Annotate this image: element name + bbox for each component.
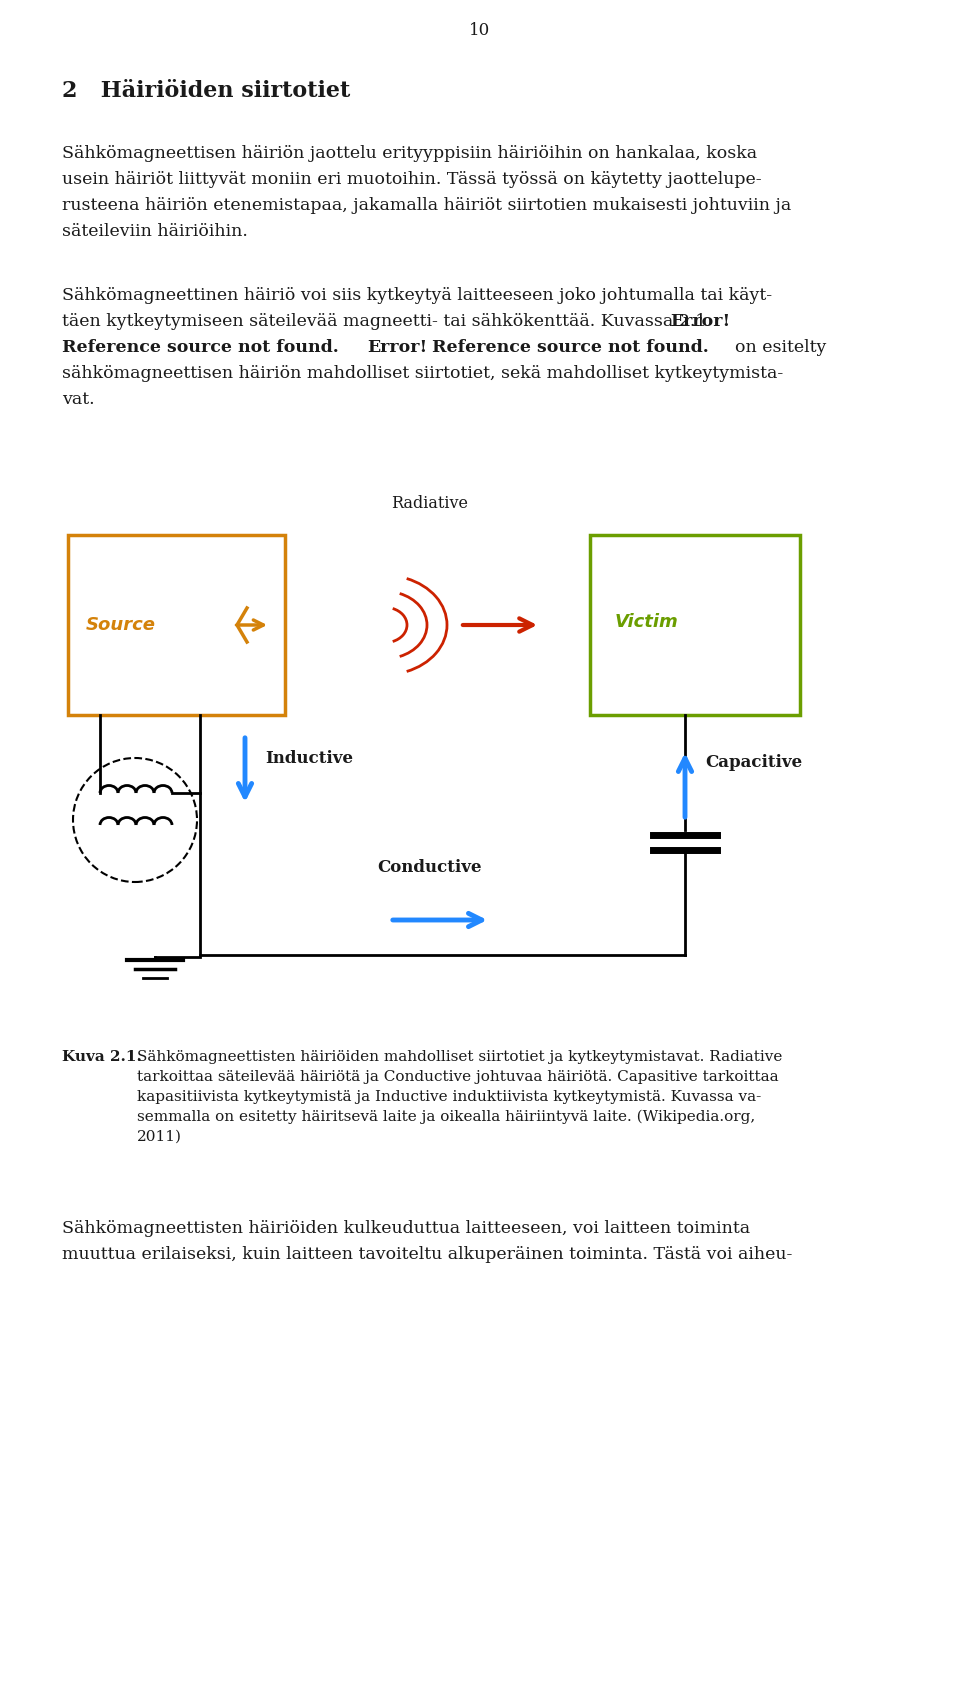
Text: Error!: Error! <box>670 312 731 329</box>
Text: Error!: Error! <box>367 340 427 357</box>
Text: Conductive: Conductive <box>377 859 482 876</box>
Text: Radiative: Radiative <box>392 494 468 511</box>
Text: Sähkömagneettisten häiriöiden kulkeuduttua laitteeseen, voi laitteen toiminta: Sähkömagneettisten häiriöiden kulkeudutt… <box>62 1219 750 1238</box>
Text: säteileviin häiriöihin.: säteileviin häiriöihin. <box>62 222 248 239</box>
Text: Inductive: Inductive <box>265 749 353 766</box>
Text: 2   Häiriöiden siirtotiet: 2 Häiriöiden siirtotiet <box>62 80 350 102</box>
Text: semmalla on esitetty häiritsevä laite ja oikealla häiriintyvä laite. (Wikipedia.: semmalla on esitetty häiritsevä laite ja… <box>137 1110 756 1124</box>
Text: Sähkömagneettisten häiriöiden mahdolliset siirtotiet ja kytkeytymistavat. Radiat: Sähkömagneettisten häiriöiden mahdollise… <box>137 1049 782 1065</box>
Text: Sähkömagneettinen häiriö voi siis kytkeytyä laitteeseen joko johtumalla tai käyt: Sähkömagneettinen häiriö voi siis kytkey… <box>62 287 772 304</box>
Text: rusteena häiriön etenemistapaa, jakamalla häiriöt siirtotien mukaisesti johtuvii: rusteena häiriön etenemistapaa, jakamall… <box>62 197 791 214</box>
Text: kapasitiivista kytkeytymistä ja Inductive induktiivista kytkeytymistä. Kuvassa v: kapasitiivista kytkeytymistä ja Inductiv… <box>137 1090 761 1104</box>
Text: Kuva 2.1.: Kuva 2.1. <box>62 1049 142 1065</box>
Bar <box>68 535 285 715</box>
Text: Reference source not found.: Reference source not found. <box>432 340 708 357</box>
Text: usein häiriöt liittyvät moniin eri muotoihin. Tässä työssä on käytetty jaottelup: usein häiriöt liittyvät moniin eri muoto… <box>62 171 761 188</box>
Text: muuttua erilaiseksi, kuin laitteen tavoiteltu alkuperäinen toiminta. Tästä voi a: muuttua erilaiseksi, kuin laitteen tavoi… <box>62 1246 792 1263</box>
Text: täen kytkeytymiseen säteilevää magneetti- tai sähkökenttää. Kuvassa 2.1: täen kytkeytymiseen säteilevää magneetti… <box>62 312 712 329</box>
Text: Victim: Victim <box>615 613 679 632</box>
Text: Reference source not found.: Reference source not found. <box>62 340 339 357</box>
Text: sähkömagneettisen häiriön mahdolliset siirtotiet, sekä mahdolliset kytkeytymista: sähkömagneettisen häiriön mahdolliset si… <box>62 365 783 382</box>
Text: 2011): 2011) <box>137 1129 182 1144</box>
Text: 10: 10 <box>469 22 491 39</box>
Text: vat.: vat. <box>62 391 95 408</box>
Text: tarkoittaa säteilevää häiriötä ja Conductive johtuvaa häiriötä. Capasitive tarko: tarkoittaa säteilevää häiriötä ja Conduc… <box>137 1070 779 1083</box>
Text: on esitelty: on esitelty <box>735 340 827 357</box>
Text: Capacitive: Capacitive <box>705 754 803 771</box>
Text: Sähkömagneettisen häiriön jaottelu erityyppisiin häiriöihin on hankalaa, koska: Sähkömagneettisen häiriön jaottelu erity… <box>62 144 757 161</box>
Text: Source: Source <box>86 616 156 633</box>
Bar <box>590 535 800 715</box>
